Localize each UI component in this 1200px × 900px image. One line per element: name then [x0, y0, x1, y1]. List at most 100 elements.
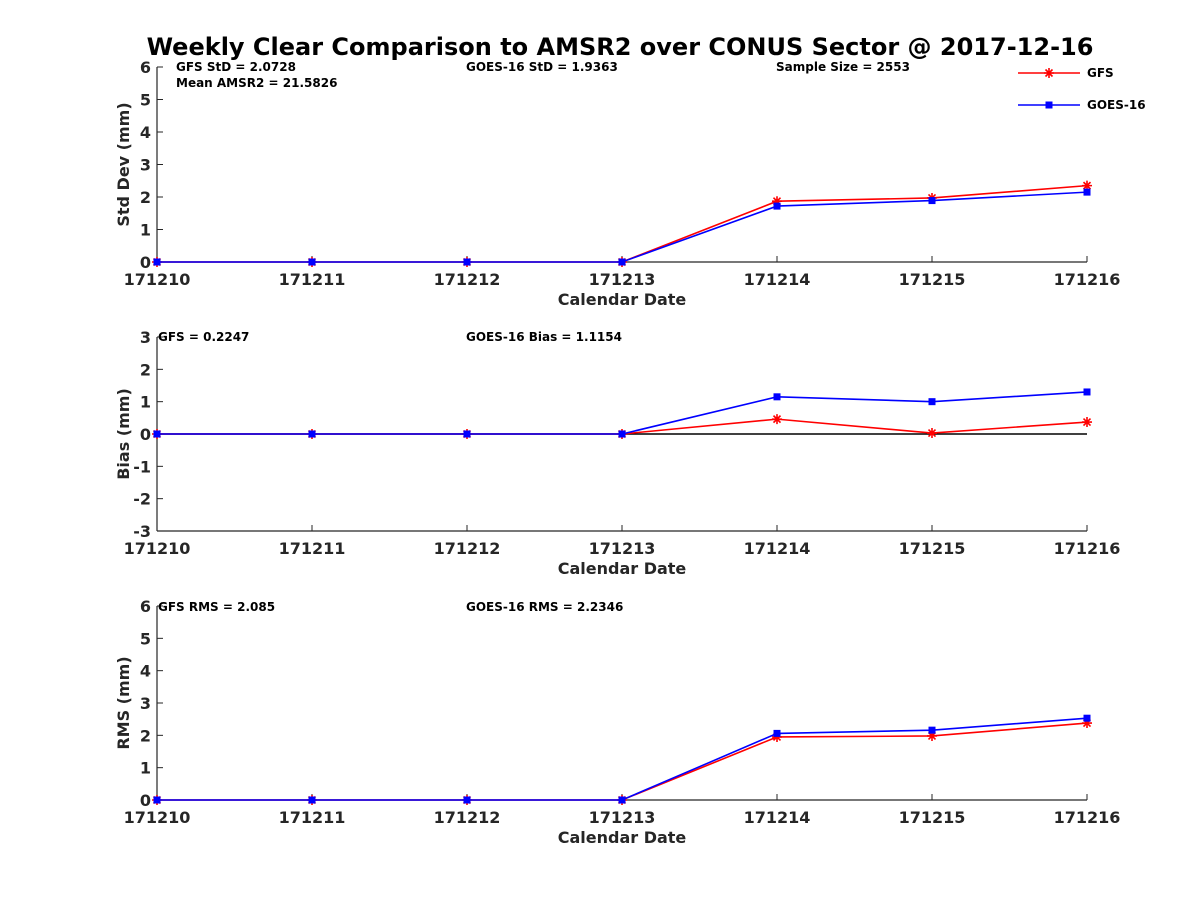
data-point-goes16: [928, 398, 936, 406]
series-gfs: [152, 718, 1092, 805]
x-axis-label: Calendar Date: [558, 828, 687, 847]
x-tick-label: 171213: [589, 539, 656, 558]
x-tick-label: 171211: [279, 808, 346, 827]
rms-annotation-gfs: GFS RMS = 2.085: [158, 600, 275, 614]
data-point-gfs: [1082, 718, 1092, 729]
y-tick-label: 2: [140, 726, 151, 745]
stddev-annotation-mean-amsr2: Mean AMSR2 = 21.5826: [176, 76, 337, 90]
stddev-annotation-gfs: GFS StD = 2.0728: [176, 60, 296, 74]
y-tick-label: 6: [140, 597, 151, 616]
rms-panel: 0 1 2 3 4 5 6 171210 171211 171212 171213 171214 171…: [114, 597, 1120, 847]
y-tick-label: 3: [140, 156, 151, 175]
data-point-goes16: [1083, 388, 1091, 396]
series-line-gfs: [157, 722, 1088, 801]
y-tick-label: 4: [140, 123, 151, 142]
data-point-gfs: [1082, 180, 1092, 191]
chart-title: Weekly Clear Comparison to AMSR2 over CO…: [147, 33, 1094, 61]
data-point-gfs: [772, 414, 782, 425]
data-point-goes16: [463, 258, 471, 266]
data-point-goes16: [618, 796, 626, 804]
bias-annotation-goes16: GOES-16 Bias = 1.1154: [466, 330, 622, 344]
data-point-gfs: [772, 731, 782, 742]
series-line-goes16: [157, 717, 1088, 801]
y-axis-label: Bias (mm): [114, 388, 133, 480]
legend-item-gfs: GFS: [1018, 66, 1114, 80]
bias-panel: -3 -2 -1 0 1 2 3 171210 171211 171212 171213 171214…: [114, 328, 1120, 578]
y-tick-label: 4: [140, 662, 151, 681]
series-line-gfs: [157, 184, 1088, 263]
data-point-goes16: [308, 796, 316, 804]
y-tick-label: 1: [140, 759, 151, 778]
series-goes16: [153, 388, 1091, 438]
x-tick-label: 171213: [589, 808, 656, 827]
x-tick-label: 171214: [744, 539, 811, 558]
x-tick-label: 171212: [434, 539, 501, 558]
annotations: GFS StD = 2.0728 Mean AMSR2 = 21.5826 GO…: [158, 60, 910, 614]
legend-item-goes16: GOES-16: [1018, 98, 1146, 112]
data-point-goes16: [1083, 188, 1091, 196]
data-point-goes16: [618, 430, 626, 438]
x-tick-label: 171216: [1054, 270, 1121, 289]
data-point-goes16: [928, 197, 936, 205]
data-point-gfs: [927, 730, 937, 741]
x-tick-label: 171215: [899, 539, 966, 558]
x-tick-label: 171210: [124, 808, 191, 827]
data-point-goes16: [928, 726, 936, 734]
data-point-goes16: [153, 258, 161, 266]
legend-label-goes16: GOES-16: [1087, 98, 1146, 112]
y-tick-label: 3: [140, 328, 151, 347]
y-tick-label: 0: [140, 791, 151, 810]
data-point-goes16: [1083, 714, 1091, 722]
y-tick-label: 5: [140, 629, 151, 648]
data-point-gfs: [1082, 417, 1092, 428]
x-axis-label: Calendar Date: [558, 559, 687, 578]
x-tick-label: 171215: [899, 270, 966, 289]
series-goes16: [153, 188, 1091, 266]
x-axis-label: Calendar Date: [558, 290, 687, 309]
y-tick-label: 1: [140, 221, 151, 240]
data-point-goes16: [308, 430, 316, 438]
bias-annotation-gfs: GFS = 0.2247: [158, 330, 249, 344]
x-tick-label: 171210: [124, 539, 191, 558]
data-point-goes16: [773, 393, 781, 401]
y-tick-label: 5: [140, 91, 151, 110]
legend-marker-goes16: [1045, 101, 1053, 109]
y-tick-label: 0: [140, 425, 151, 444]
data-point-goes16: [463, 430, 471, 438]
y-tick-label: 6: [140, 58, 151, 77]
stddev-panel: 0 1 2 3 4 5 6 171210 171211 171212 171213 171214 171…: [114, 58, 1120, 309]
data-point-goes16: [463, 796, 471, 804]
data-point-goes16: [773, 202, 781, 210]
data-point-gfs: [772, 196, 782, 207]
data-point-goes16: [153, 430, 161, 438]
y-axis-label: Std Dev (mm): [114, 102, 133, 226]
legend-label-gfs: GFS: [1087, 66, 1114, 80]
rms-annotation-goes16: GOES-16 RMS = 2.2346: [466, 600, 623, 614]
y-axis-label: RMS (mm): [114, 656, 133, 749]
y-tick-label: 3: [140, 694, 151, 713]
x-tick-label: 171211: [279, 270, 346, 289]
x-tick-label: 171213: [589, 270, 656, 289]
legend-marker-gfs: [1044, 68, 1054, 78]
stddev-annotation-goes16: GOES-16 StD = 1.9363: [466, 60, 618, 74]
x-tick-label: 171215: [899, 808, 966, 827]
data-point-goes16: [308, 258, 316, 266]
stddev-annotation-sample-size: Sample Size = 2553: [776, 60, 910, 74]
y-tick-label: -2: [133, 490, 151, 509]
data-point-goes16: [618, 258, 626, 266]
series-gfs: [152, 180, 1092, 267]
y-tick-label: 0: [140, 253, 151, 272]
x-tick-label: 171216: [1054, 808, 1121, 827]
y-tick-label: -1: [133, 457, 151, 476]
x-tick-label: 171214: [744, 808, 811, 827]
data-point-gfs: [927, 428, 937, 439]
y-tick-label: 1: [140, 393, 151, 412]
legend-marker-symbol: [1045, 101, 1053, 109]
x-tick-label: 171212: [434, 270, 501, 289]
x-tick-label: 171212: [434, 808, 501, 827]
x-tick-label: 171210: [124, 270, 191, 289]
data-point-goes16: [153, 796, 161, 804]
x-tick-label: 171216: [1054, 539, 1121, 558]
y-tick-label: 2: [140, 188, 151, 207]
